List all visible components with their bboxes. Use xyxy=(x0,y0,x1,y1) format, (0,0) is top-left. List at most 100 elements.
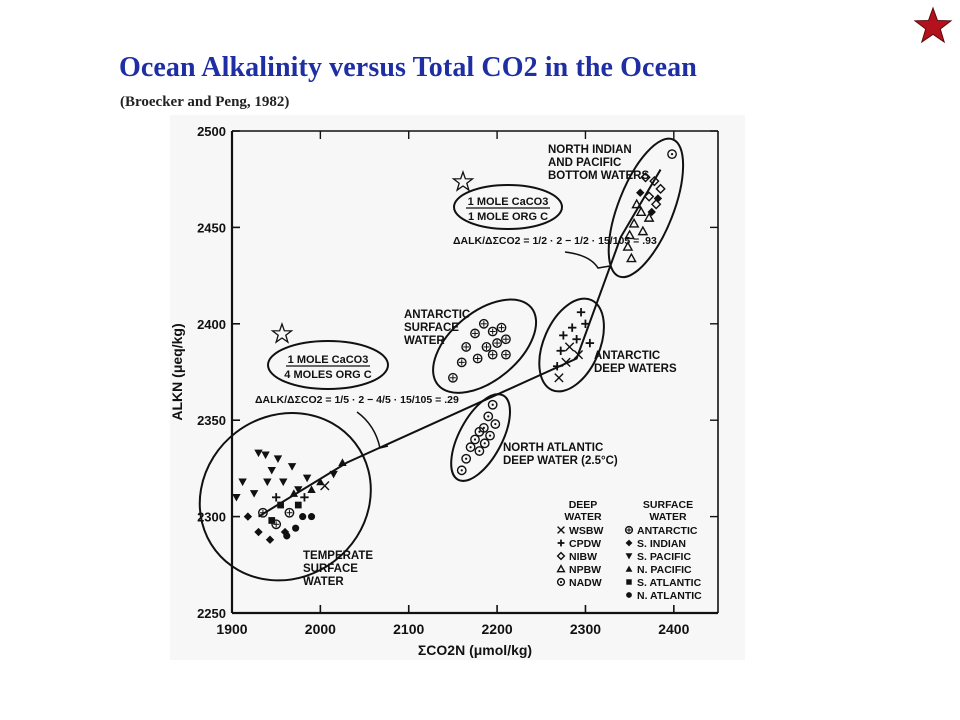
x-tick-label: 1900 xyxy=(216,621,247,637)
data-point xyxy=(552,362,562,371)
legend-label: S. PACIFIC xyxy=(637,551,691,563)
ratio-numerator: 1 MOLE CaCO3 xyxy=(468,196,549,208)
data-point xyxy=(472,353,483,364)
x-tick-label: 2300 xyxy=(570,621,601,637)
data-point xyxy=(302,474,312,483)
legend-marker xyxy=(556,564,566,573)
cluster-label: TEMPERATE xyxy=(303,550,373,562)
legend-label: NIBW xyxy=(569,551,597,563)
data-point xyxy=(622,241,634,251)
legend-label: NADW xyxy=(569,577,602,589)
cluster-label: ANTARCTIC xyxy=(404,309,470,321)
data-point xyxy=(299,513,307,521)
data-point xyxy=(243,512,253,521)
y-tick-label: 2300 xyxy=(197,510,226,525)
data-point xyxy=(496,322,507,333)
data-point xyxy=(456,465,467,476)
cluster-ellipses xyxy=(198,137,685,582)
data-point xyxy=(561,357,571,368)
cluster-label: DEEP WATERS xyxy=(594,363,677,375)
slide-title: Ocean Alkalinity versus Total CO2 in the… xyxy=(119,52,697,83)
data-point xyxy=(448,372,458,383)
asterisk-star-icon xyxy=(451,170,475,192)
legend-surface-header: SURFACE xyxy=(643,499,693,511)
legend-label: N. ATLANTIC xyxy=(637,590,702,602)
cluster-label: NORTH INDIAN xyxy=(548,144,632,156)
cluster-label: WATER xyxy=(404,335,445,347)
data-point xyxy=(572,335,581,344)
data-point xyxy=(478,318,489,329)
data-point xyxy=(576,308,586,317)
data-point xyxy=(640,172,651,183)
data-point xyxy=(238,478,247,487)
legend-label: N. PACIFIC xyxy=(637,564,692,576)
data-point xyxy=(487,349,498,360)
data-point xyxy=(294,501,302,509)
slide-subtitle: (Broecker and Peng, 1982) xyxy=(120,94,290,110)
asterisk-star-icon xyxy=(270,322,294,344)
data-point xyxy=(263,478,272,487)
legend-marker xyxy=(556,551,566,561)
legend-surface-header: WATER xyxy=(649,511,687,523)
data-point xyxy=(581,319,590,328)
data-point xyxy=(655,183,666,195)
legend: DEEPWATERSURFACEWATERWSBWCPDWNIBWNPBWNAD… xyxy=(556,499,702,602)
data-point xyxy=(254,449,263,458)
ratio-ellipse xyxy=(267,340,389,390)
data-point xyxy=(650,199,662,210)
data-point xyxy=(265,535,275,544)
legend-marker xyxy=(626,579,632,585)
data-point xyxy=(637,225,649,236)
data-point xyxy=(271,493,281,502)
data-point xyxy=(636,188,645,197)
cluster-label: BOTTOM WATERS xyxy=(548,170,649,182)
data-point xyxy=(292,524,300,532)
ratio-denominator: 1 MOLE ORG C xyxy=(468,211,548,223)
data-point xyxy=(554,373,564,383)
scan-background xyxy=(170,115,745,660)
data-point xyxy=(667,149,677,160)
legend-marker xyxy=(557,526,565,534)
data-point xyxy=(300,493,309,502)
data-point xyxy=(461,342,472,352)
data-point xyxy=(585,338,595,348)
data-point xyxy=(289,489,299,497)
trend-line xyxy=(257,169,662,518)
data-point xyxy=(307,485,316,493)
data-point xyxy=(474,446,485,456)
cluster-ellipse xyxy=(607,137,685,279)
data-point xyxy=(232,493,241,502)
data-point xyxy=(568,323,577,332)
data-point xyxy=(284,507,295,518)
data-point xyxy=(249,490,259,498)
y-tick-label: 2500 xyxy=(197,124,226,139)
data-point xyxy=(628,217,640,228)
legend-label: WSBW xyxy=(569,525,603,537)
x-tick-label: 2100 xyxy=(393,621,424,637)
legend-label: S. INDIAN xyxy=(637,538,686,550)
data-point xyxy=(271,519,282,530)
cluster-labels: TEMPERATESURFACEWATERANTARCTICSURFACEWAT… xyxy=(303,144,677,588)
data-point xyxy=(643,212,655,222)
x-tick-label: 2400 xyxy=(658,621,689,637)
data-points xyxy=(232,149,677,544)
data-point xyxy=(653,194,663,203)
data-point xyxy=(649,175,660,187)
data-point xyxy=(487,399,498,410)
cluster-label: WATER xyxy=(303,576,344,588)
ratio-equation: ΔALK/ΔΣCO2 = 1/2 · 2 − 1/2 · 15/105 = .9… xyxy=(453,235,657,247)
data-point xyxy=(470,328,480,339)
data-point xyxy=(307,513,316,521)
data-point xyxy=(338,458,347,466)
data-point xyxy=(268,517,276,524)
cluster-ellipse xyxy=(538,297,605,393)
data-point xyxy=(456,357,467,368)
data-point xyxy=(483,411,494,422)
cluster-label: AND PACIFIC xyxy=(548,157,621,169)
axis-labels: ΣCO2N (μmol/kg) ALKN (μeq/kg) xyxy=(169,323,532,658)
data-point xyxy=(320,481,330,491)
cluster-label: NORTH ATLANTIC xyxy=(503,442,603,454)
data-point xyxy=(279,478,288,487)
legend-label: NPBW xyxy=(569,564,601,576)
ratio-ellipse xyxy=(453,184,563,230)
